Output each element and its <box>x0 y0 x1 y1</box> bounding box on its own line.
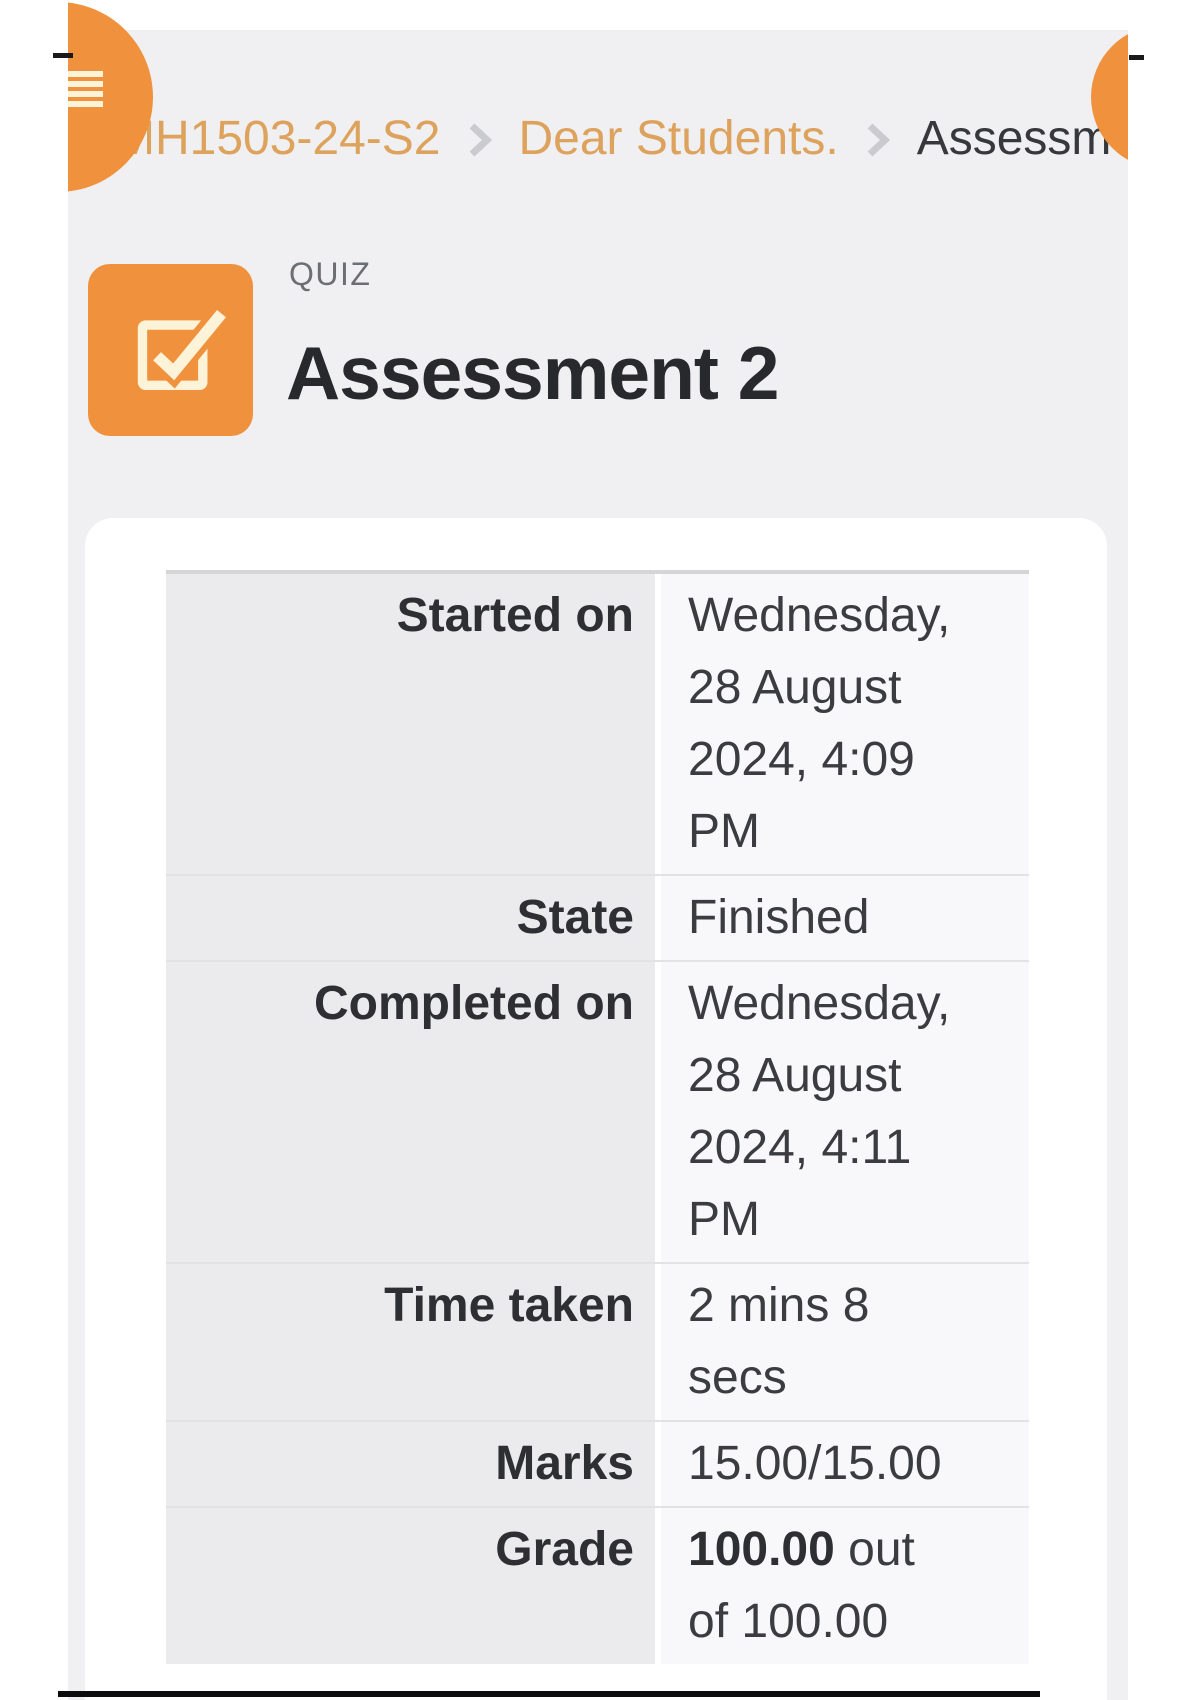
page-title: Assessment 2 <box>286 331 779 415</box>
hamburger-menu-icon <box>62 71 103 111</box>
grade-scale: out of 100.00 <box>688 1523 915 1648</box>
row-value: 15.00/15.00 <box>661 1422 1029 1506</box>
left-white-margin <box>0 0 68 1700</box>
row-value: 2 mins 8 secs <box>661 1264 1029 1420</box>
column-gap <box>655 1508 661 1664</box>
quiz-summary-table: Started on Wednesday, 28 August 2024, 4:… <box>166 570 1029 1664</box>
quiz-icon <box>88 264 253 436</box>
column-gap <box>655 1264 661 1420</box>
summary-card: Started on Wednesday, 28 August 2024, 4:… <box>85 518 1107 1700</box>
row-value: Wednesday, 28 August 2024, 4:11 PM <box>661 962 1029 1262</box>
column-gap <box>655 962 661 1262</box>
chevron-right-icon <box>468 121 492 159</box>
breadcrumb-current: Assessment 2 <box>916 111 1118 165</box>
row-label: Marks <box>166 1422 655 1506</box>
table-row-state: State Finished <box>166 874 1029 960</box>
column-gap <box>655 876 661 960</box>
checkbox-check-icon <box>137 306 231 391</box>
table-row-grade: Grade 100.00 out of 100.00 <box>166 1506 1029 1664</box>
top-left-mark <box>53 53 73 58</box>
row-label: Completed on <box>166 962 655 1262</box>
breadcrumb-link-course[interactable]: MH1503-24-S2 <box>115 111 441 165</box>
row-value: Finished <box>661 876 1029 960</box>
breadcrumb-link-section[interactable]: Dear Students. <box>518 111 839 165</box>
table-row-started-on: Started on Wednesday, 28 August 2024, 4:… <box>166 574 1029 874</box>
column-gap <box>655 1422 661 1506</box>
column-gap <box>655 574 661 874</box>
row-label: Started on <box>166 574 655 874</box>
top-right-mark <box>1129 55 1144 60</box>
bottom-black-bar <box>58 1691 1040 1697</box>
chevron-right-icon <box>866 121 890 159</box>
right-white-margin <box>1128 0 1200 1700</box>
row-label: State <box>166 876 655 960</box>
table-row-marks: Marks 15.00/15.00 <box>166 1420 1029 1506</box>
breadcrumb: MH1503-24-S2 Dear Students. Assessment 2 <box>115 106 1118 170</box>
table-row-time-taken: Time taken 2 mins 8 secs <box>166 1262 1029 1420</box>
row-value: 100.00 out of 100.00 <box>661 1508 1029 1664</box>
grade-value: 100.00 <box>688 1523 835 1576</box>
table-row-completed-on: Completed on Wednesday, 28 August 2024, … <box>166 960 1029 1262</box>
activity-type-label: QUIZ <box>289 256 372 292</box>
row-label: Grade <box>166 1508 655 1664</box>
row-label: Time taken <box>166 1264 655 1420</box>
row-value: Wednesday, 28 August 2024, 4:09 PM <box>661 574 1029 874</box>
